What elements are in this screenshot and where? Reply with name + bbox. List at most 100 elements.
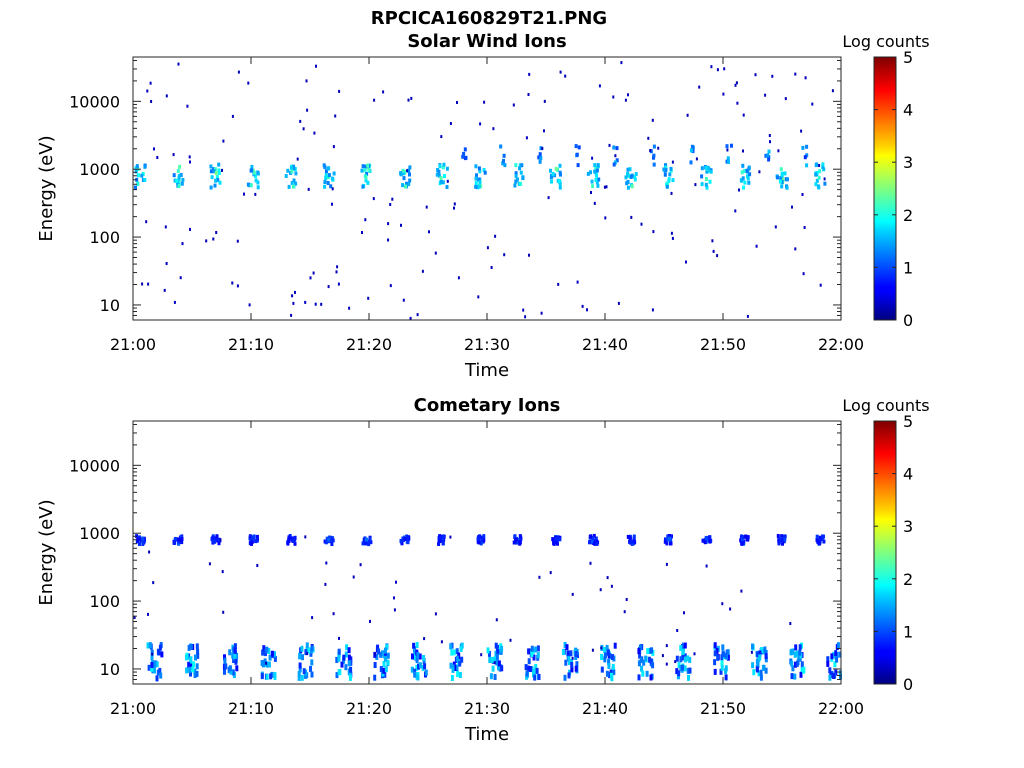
data-cell	[551, 171, 555, 176]
data-cell	[789, 622, 792, 625]
data-cell	[196, 652, 200, 659]
data-cell	[723, 67, 726, 71]
data-cell	[751, 643, 754, 650]
data-cell	[416, 674, 420, 681]
data-cell	[138, 542, 141, 546]
data-cell	[530, 666, 534, 673]
data-cell	[195, 670, 199, 677]
data-cell	[776, 534, 780, 538]
data-cell	[533, 674, 537, 681]
data-cell	[196, 648, 200, 655]
data-cell	[832, 651, 836, 658]
data-cell	[632, 537, 636, 542]
data-cell	[603, 647, 607, 653]
data-cell	[525, 670, 529, 677]
data-cell	[628, 536, 632, 541]
data-cell	[337, 648, 341, 655]
data-cell	[586, 308, 588, 312]
data-cell	[637, 660, 641, 667]
colorbar-scale	[873, 420, 897, 685]
data-cell	[721, 602, 724, 606]
data-cell	[347, 660, 351, 667]
data-cell	[798, 649, 802, 656]
data-cell	[477, 184, 481, 189]
data-cell	[449, 643, 453, 650]
data-cell	[189, 227, 191, 231]
data-cell	[705, 185, 709, 190]
data-cell	[307, 187, 310, 191]
data-cell	[818, 540, 822, 545]
data-cell	[194, 654, 197, 661]
data-cell	[803, 226, 806, 229]
data-cell	[595, 541, 599, 546]
data-cell	[477, 540, 481, 545]
data-cell	[294, 290, 296, 294]
data-cell	[455, 664, 459, 671]
data-cell	[218, 180, 222, 185]
data-cell	[311, 616, 314, 620]
data-cell	[306, 652, 309, 656]
data-cell	[790, 660, 794, 667]
data-cell	[524, 315, 527, 319]
data-cell	[150, 662, 154, 668]
data-cell	[323, 180, 327, 184]
data-cell	[273, 672, 277, 679]
data-cell	[208, 562, 211, 566]
data-cell	[665, 541, 669, 546]
data-cell	[756, 662, 760, 668]
data-cell	[326, 181, 330, 185]
data-cell	[450, 649, 454, 656]
plot-area	[133, 421, 841, 684]
data-cell	[495, 618, 498, 622]
data-cell	[490, 656, 494, 663]
data-cell	[558, 163, 562, 168]
data-cell	[173, 178, 177, 183]
data-cell	[292, 184, 295, 189]
data-cell	[779, 167, 783, 172]
data-cell	[748, 172, 752, 177]
data-cell	[172, 173, 176, 178]
data-cell	[364, 164, 368, 169]
data-cell	[438, 539, 441, 544]
data-cell	[814, 182, 818, 187]
data-cell	[327, 173, 331, 178]
data-cell	[767, 157, 771, 162]
data-cell	[722, 92, 725, 96]
data-cell	[514, 163, 518, 168]
data-cell	[519, 170, 523, 175]
data-cell	[210, 175, 214, 180]
data-cell	[379, 651, 383, 658]
data-cell	[364, 175, 368, 180]
data-cell	[509, 638, 512, 642]
data-cell	[637, 648, 641, 655]
data-cell	[493, 656, 497, 663]
data-cell	[449, 122, 452, 125]
data-cell	[610, 584, 613, 588]
data-cell	[606, 576, 609, 580]
data-cell	[549, 571, 552, 575]
data-cell	[735, 81, 738, 85]
data-cell	[811, 102, 814, 106]
data-cell	[713, 650, 717, 657]
data-cell	[222, 139, 225, 143]
data-cell	[434, 612, 437, 616]
data-cell	[743, 180, 747, 185]
data-cell	[209, 169, 213, 174]
data-cell	[675, 655, 679, 662]
x-axis: 21:00 21:10 21:20 21:30 21:40 21:50 22:00 Time	[110, 421, 864, 745]
data-cell	[211, 535, 215, 540]
data-cell	[530, 651, 534, 657]
data-cell	[172, 153, 175, 157]
data-cell	[384, 666, 388, 673]
data-cell	[332, 171, 336, 176]
data-cell	[626, 185, 630, 190]
data-cell	[298, 653, 302, 660]
data-cell	[135, 164, 139, 169]
data-cell	[213, 539, 217, 544]
data-cell	[612, 162, 616, 167]
data-cell	[439, 179, 443, 184]
data-cell	[141, 536, 145, 541]
data-cell	[486, 246, 489, 250]
data-cell	[136, 181, 140, 186]
data-cell	[331, 202, 333, 206]
